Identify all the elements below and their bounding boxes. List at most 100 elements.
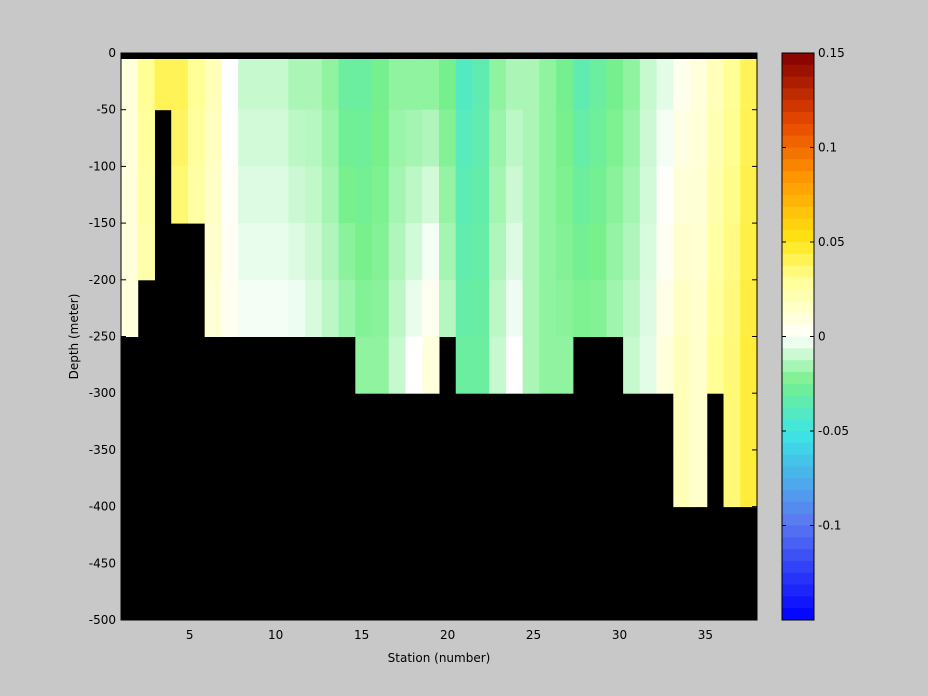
colorbar-tick-label: 0.05: [818, 235, 845, 249]
colorbar-segment: [782, 371, 814, 385]
heatmap-cell: [589, 279, 607, 337]
colorbar-segment: [782, 123, 814, 137]
colorbar-tick-label: -0.05: [818, 424, 849, 438]
heatmap-cell: [439, 279, 457, 337]
heatmap-cell: [137, 109, 155, 167]
colorbar-segment: [782, 289, 814, 302]
heatmap-cell: [405, 53, 423, 111]
heatmap-cell: [372, 336, 390, 394]
colorbar-segment: [782, 360, 814, 373]
heatmap-cell: [187, 53, 206, 111]
heatmap-cell: [505, 109, 524, 167]
heatmap-cell: [238, 53, 256, 111]
heatmap-cell: [238, 166, 256, 224]
heatmap-cell: [422, 279, 440, 337]
heatmap-cell: [589, 166, 607, 224]
heatmap-cell: [723, 223, 741, 281]
heatmap-cell: [589, 223, 607, 281]
heatmap-cell: [606, 279, 624, 337]
heatmap-cell: [505, 336, 524, 394]
heatmap-cell: [321, 53, 340, 111]
heatmap-cell: [505, 279, 524, 337]
heatmap-cell: [288, 53, 306, 111]
heatmap-cell: [405, 279, 423, 337]
y-tick-label: 0: [108, 46, 116, 60]
heatmap-cell: [338, 53, 356, 111]
colorbar-segment: [782, 242, 814, 255]
x-tick-label: 10: [268, 628, 283, 642]
colorbar-segment: [782, 64, 814, 78]
heatmap-cell: [656, 166, 674, 224]
heatmap-cell: [221, 53, 239, 111]
heatmap-cell: [455, 166, 473, 224]
colorbar-tick-label: -0.1: [818, 519, 841, 533]
heatmap-cell: [639, 53, 658, 111]
heatmap-cell: [740, 449, 758, 508]
heatmap-cell: [556, 166, 574, 224]
heatmap-cell: [723, 109, 741, 167]
x-tick-label: 30: [612, 628, 627, 642]
heatmap-cell: [706, 336, 725, 394]
heatmap-cell: [455, 223, 473, 281]
heatmap-cell: [656, 223, 674, 281]
heatmap-cell: [690, 336, 708, 394]
heatmap-cell: [539, 53, 557, 111]
colorbar-segment: [782, 407, 814, 420]
heatmap-cell: [606, 166, 624, 224]
heatmap-cell: [623, 109, 641, 167]
heatmap-cell: [321, 166, 340, 224]
colorbar-segment: [782, 572, 814, 586]
heatmap-cell: [455, 336, 473, 394]
heatmap-cell: [690, 223, 708, 281]
heatmap-cell: [505, 223, 524, 281]
colorbar-tick-label: 0: [818, 330, 826, 344]
heatmap-cell: [439, 166, 457, 224]
heatmap-cell: [121, 53, 139, 111]
y-tick-label: -300: [89, 386, 116, 400]
colorbar-segment: [782, 53, 814, 66]
heatmap-cell: [372, 109, 390, 167]
heatmap-cell: [388, 279, 407, 337]
heatmap-cell: [472, 336, 490, 394]
heatmap-cell: [254, 53, 273, 111]
heatmap-cell: [238, 223, 256, 281]
heatmap-cell: [589, 109, 607, 167]
heatmap-cell: [388, 109, 407, 167]
heatmap-cell: [171, 109, 189, 167]
heatmap-cell: [405, 223, 423, 281]
heatmap-cell: [489, 279, 507, 337]
heatmap-cell: [388, 166, 407, 224]
colorbar-segment: [782, 383, 814, 397]
heatmap-cell: [121, 109, 139, 167]
heatmap-cell: [606, 109, 624, 167]
colorbar-ticks: 0.15 0.1 0.05 0 -0.05 -0.1: [782, 46, 849, 533]
colorbar-segment: [782, 584, 814, 597]
heatmap-cell: [522, 223, 540, 281]
heatmap-cell: [489, 223, 507, 281]
heatmap-cell: [489, 109, 507, 167]
x-tick-label: 15: [354, 628, 369, 642]
heatmap-cell: [204, 223, 222, 281]
heatmap-cell: [522, 279, 540, 337]
colorbar-segment: [782, 76, 814, 89]
heatmap-cell: [723, 336, 741, 394]
heatmap-cell: [355, 166, 373, 224]
heatmap-cell: [455, 53, 473, 111]
y-tick-label: -50: [96, 103, 116, 117]
heatmap-cell: [305, 223, 323, 281]
heatmap-cell: [221, 109, 239, 167]
heatmap-cell: [204, 166, 222, 224]
heatmap-cell: [723, 449, 741, 508]
heatmap-cell: [271, 109, 289, 167]
y-tick-label: -400: [89, 500, 116, 514]
heatmap-cell: [338, 279, 356, 337]
heatmap-cell: [355, 279, 373, 337]
heatmap-cell: [187, 109, 206, 167]
heatmap-cell: [556, 109, 574, 167]
heatmap-cell: [338, 223, 356, 281]
colorbar-segment: [782, 525, 814, 538]
heatmap-cell: [723, 53, 741, 111]
heatmap-cell: [305, 109, 323, 167]
heatmap-cell: [455, 109, 473, 167]
